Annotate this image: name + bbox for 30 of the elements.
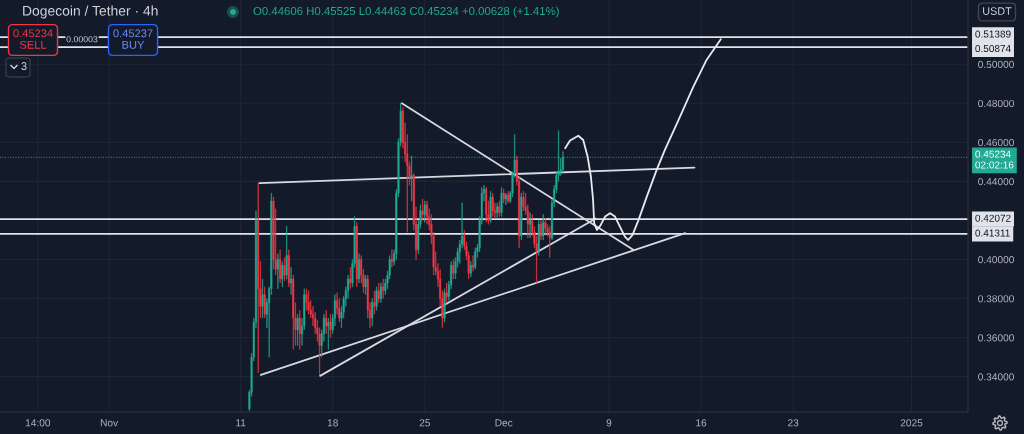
x-tick-label: 14:00: [25, 419, 51, 427]
ref-line-label: 0.41311: [975, 229, 1010, 237]
y-tick-label: 0.48000: [978, 99, 1014, 108]
x-tick-label: 2025: [900, 419, 923, 427]
y-tick-label: 0.38000: [978, 295, 1014, 303]
y-tick-label: 0.44000: [978, 177, 1014, 186]
annotation: 0.45237 BUY: [113, 29, 153, 49]
y-tick-label: 0.40000: [978, 256, 1014, 264]
y-tick-label: 0.36000: [978, 334, 1014, 342]
x-tick-label: 23: [788, 419, 799, 427]
x-tick-label: 16: [696, 419, 707, 427]
x-tick-label: 9: [606, 419, 612, 427]
x-tick-label: 11: [236, 419, 246, 427]
annotation: 0.45234 SELL: [13, 29, 53, 49]
x-tick-label: 18: [327, 419, 338, 427]
x-tick-label: Nov: [100, 419, 119, 427]
x-tick-label: Dec: [495, 419, 513, 427]
ref-line-label: 0.50874: [975, 45, 1011, 53]
y-tick-label: 0.46000: [978, 138, 1014, 147]
x-tick-label: 25: [419, 419, 431, 427]
annotation: 0.00003: [66, 36, 98, 43]
chart-title: Dogecoin / Tether · 4h: [23, 5, 158, 19]
ref-line-label: 0.42072: [975, 214, 1011, 222]
ref-line-label: 0.45234 02:02:16: [975, 150, 1014, 169]
annotation: 3: [21, 62, 27, 70]
y-tick-label: 0.50000: [978, 60, 1014, 69]
text: O0.44606 H0.45525 L0.44463 C0.45234 +0.00628 (+1.41%): [253, 6, 559, 18]
y-axis-title: USDT: [983, 7, 1012, 15]
y-tick-label: 0.34000: [978, 373, 1014, 381]
ref-line-label: 0.51389: [975, 30, 1011, 38]
